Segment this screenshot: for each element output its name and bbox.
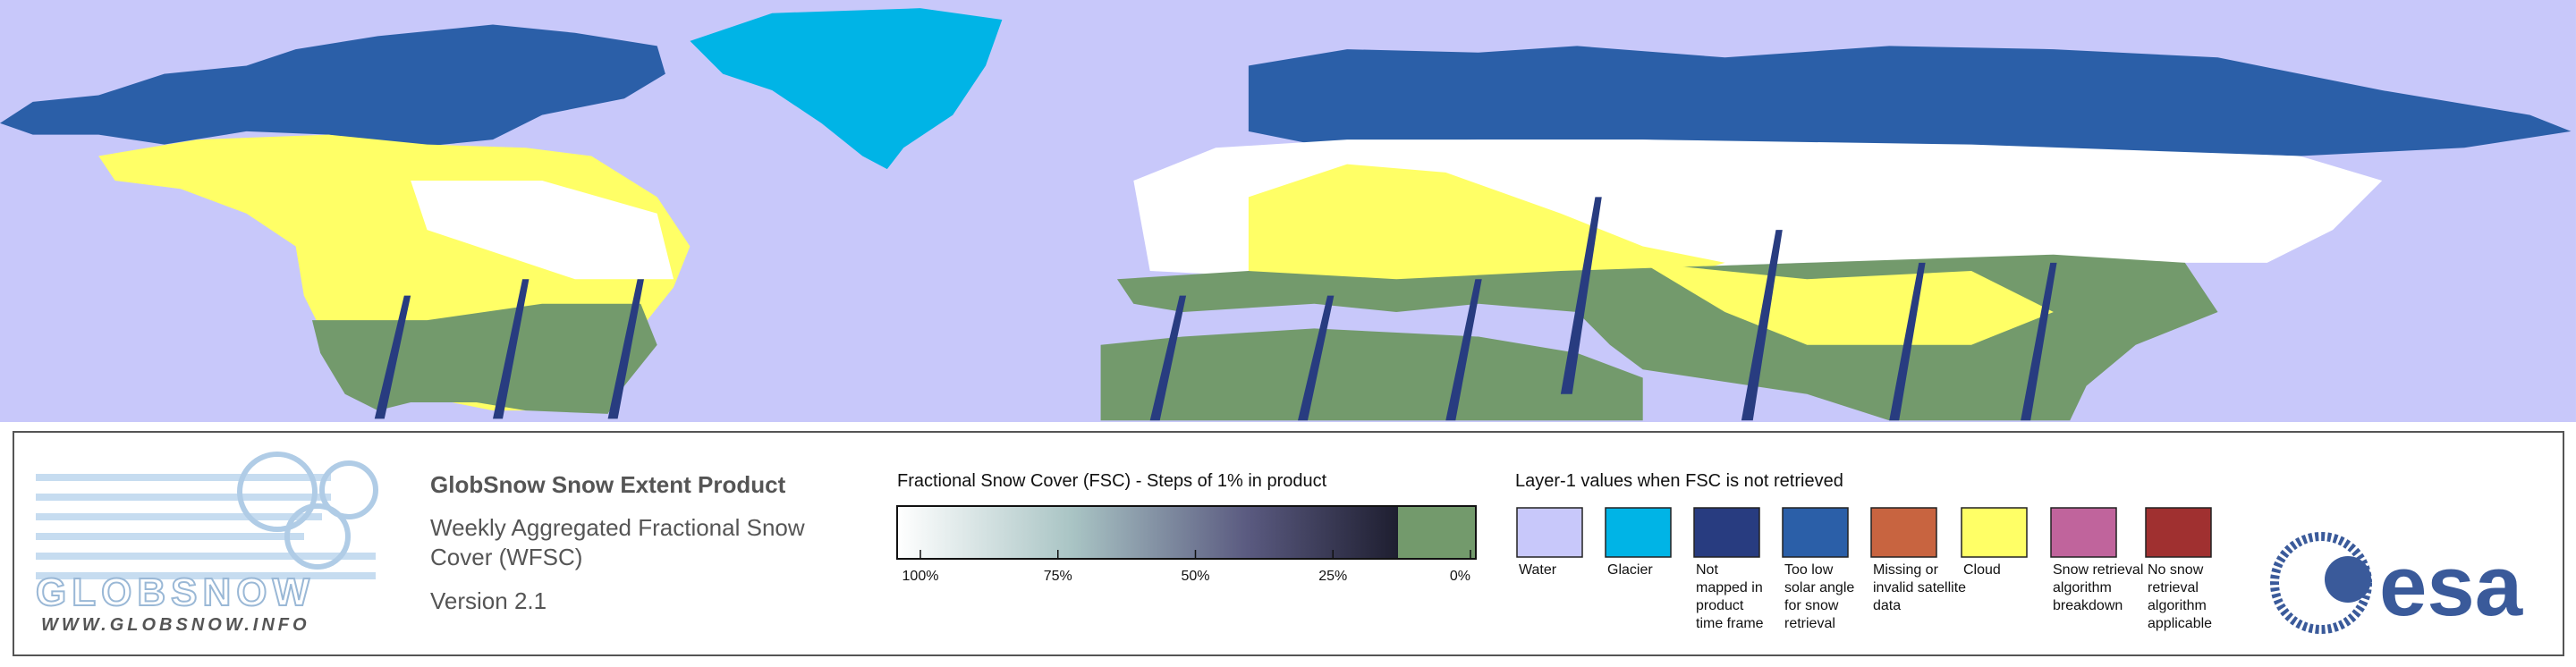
logo-url: WWW.GLOBSNOW.INFO <box>41 615 310 635</box>
legend-label: Glacier <box>1607 562 1653 578</box>
legend-label: algorithm <box>2053 580 2112 595</box>
legend-label: applicable <box>2148 616 2212 631</box>
product-version: Version 2.1 <box>430 587 547 614</box>
legend-label: solar angle <box>1784 580 1854 595</box>
colorbar-frame <box>896 505 1477 560</box>
logo-name: GLOBSNOW <box>36 570 315 614</box>
legend-swatch <box>1782 507 1849 558</box>
colorbar-label: 25% <box>1318 569 1347 584</box>
colorbar-label: 100% <box>902 569 939 584</box>
legend-label: Too low <box>1784 562 1834 578</box>
legend-label: algorithm <box>2148 598 2207 613</box>
legend-label: Water <box>1519 562 1557 578</box>
legend-swatch <box>1961 507 2028 558</box>
legend-label: for snow <box>1784 598 1839 613</box>
legend-label: retrieval <box>2148 580 2199 595</box>
legend-label: mapped in <box>1696 580 1763 595</box>
colorbar-title: Fractional Snow Cover (FSC) - Steps of 1… <box>897 471 1327 491</box>
legend-label: breakdown <box>2053 598 2123 613</box>
agency-name: esa <box>2379 538 2523 634</box>
legend-label: retrieval <box>1784 616 1835 631</box>
colorbar-label: 50% <box>1181 569 1209 584</box>
product-subtitle: Cover (WFSC) <box>430 544 582 570</box>
legend-swatch <box>2145 507 2212 558</box>
product-title: GlobSnow Snow Extent Product <box>430 471 786 498</box>
legend-swatch <box>1870 507 1937 558</box>
esa-logo: esa <box>2270 532 2523 634</box>
legend-swatch <box>1605 507 1672 558</box>
colorbar-gradient <box>897 506 1398 559</box>
colorbar-label: 0% <box>1450 569 1470 584</box>
legend-label: Snow retrieval <box>2053 562 2143 578</box>
legend-label: invalid satellite <box>1873 580 1966 595</box>
legend-swatch <box>2050 507 2117 558</box>
snow-map <box>0 0 2576 423</box>
legend-label: data <box>1873 598 1901 613</box>
legend-label: Cloud <box>1963 562 2001 578</box>
colorbar-zero <box>1398 506 1476 559</box>
legend-label: Not <box>1696 562 1718 578</box>
globsnow-logo: GLOBSNOW WWW.GLOBSNOW.INFO <box>35 452 378 635</box>
colorbar-label: 75% <box>1044 569 1072 584</box>
legend-label: product <box>1696 598 1744 613</box>
product-subtitle: Weekly Aggregated Fractional Snow <box>430 514 805 541</box>
legend-label: Missing or <box>1873 562 1939 578</box>
legend-swatch <box>1516 507 1583 558</box>
layer1-title: Layer-1 values when FSC is not retrieved <box>1515 471 1843 491</box>
legend-label: time frame <box>1696 616 1764 631</box>
legend-label: No snow <box>2148 562 2204 578</box>
legend-swatch <box>1693 507 1760 558</box>
